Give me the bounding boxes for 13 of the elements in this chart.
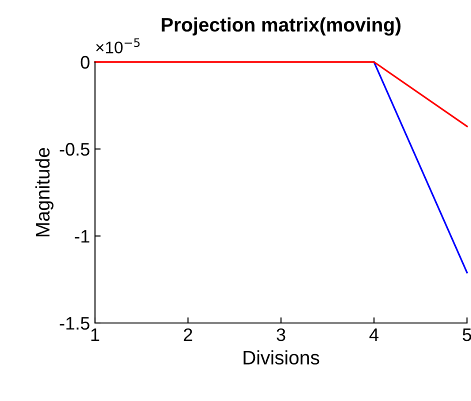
y-axis-title: Magnitude — [35, 148, 54, 236]
y-tick-label: -1 — [74, 230, 90, 243]
y-tick-label: -0.5 — [60, 142, 90, 156]
x-tick-label: 2 — [184, 328, 192, 341]
x-tick-label: 5 — [462, 328, 471, 342]
y-tick-label: 0 — [80, 56, 90, 69]
x-tick-label: 4 — [369, 328, 378, 341]
x-tick-label: 1 — [91, 328, 100, 341]
y-tick-label: -1.5 — [60, 317, 90, 330]
x-tick-label: 3 — [276, 328, 286, 342]
chart-title: Projection matrix(moving) — [162, 17, 401, 36]
text: ×10$^{−5}$ — [96, 38, 140, 54]
x-axis-title: Divisions — [244, 350, 320, 365]
